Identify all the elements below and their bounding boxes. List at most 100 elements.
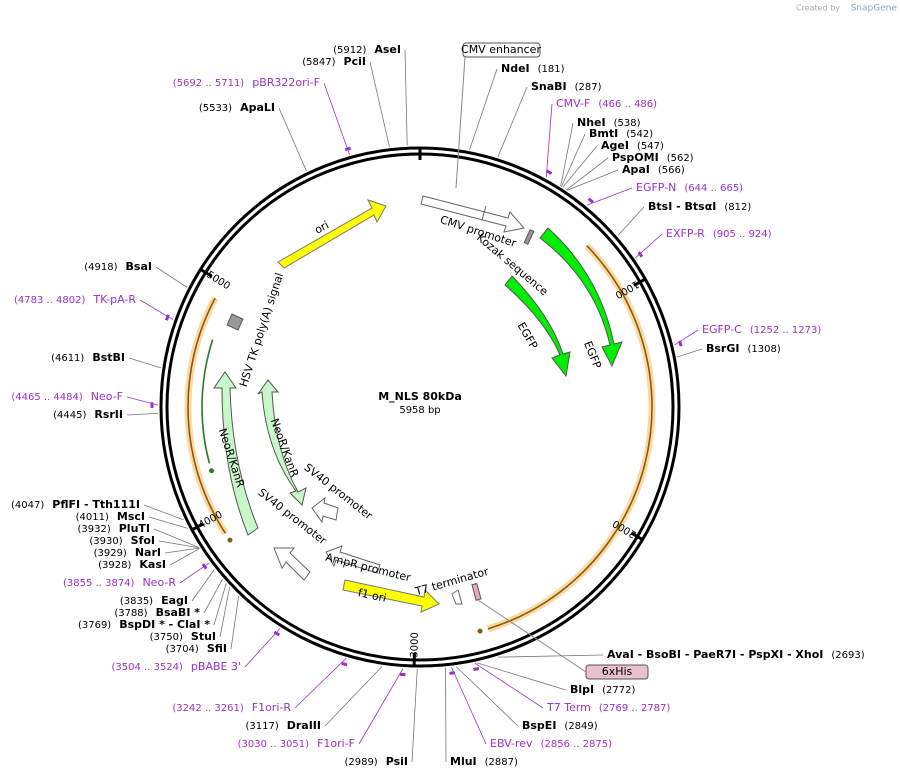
primers-position: (5692 .. 5711) xyxy=(173,78,245,89)
primers-position: (2769 .. 2787) xyxy=(599,703,671,714)
sites-label: SnaBI (287) xyxy=(531,80,602,93)
sites-position: (3788) xyxy=(114,608,147,619)
plasmid-size: 5958 bp xyxy=(399,405,440,416)
polya-mark xyxy=(226,313,244,331)
sites-label: (5912) AseI xyxy=(333,43,401,56)
primers-position: (644 .. 665) xyxy=(684,183,743,194)
primers-label: (5692 .. 5711) pBR322ori-F xyxy=(173,76,320,89)
sites-leader xyxy=(148,516,188,529)
scale-tick xyxy=(198,267,213,278)
sites-name: BlpI xyxy=(570,683,594,696)
sites-position: (5912) xyxy=(333,45,366,56)
sites-position: (538) xyxy=(614,118,641,129)
sites-label: BlpI (2772) xyxy=(570,683,635,696)
sites-position: (566) xyxy=(658,165,685,176)
primers-leader xyxy=(674,329,699,346)
sites-leader xyxy=(169,548,200,566)
sites-leader xyxy=(153,528,199,548)
primers-name: pBR322ori-F xyxy=(252,76,320,89)
primer-mark xyxy=(165,314,170,321)
sites-label: (3788) BsaBI * xyxy=(114,606,200,619)
sites-name: BsaI xyxy=(126,260,152,273)
primers-label: (3242 .. 3261) F1ori-R xyxy=(172,701,291,714)
his-tag-mark xyxy=(471,582,482,601)
feature-arc-head xyxy=(477,628,483,634)
feature-label: EGFP xyxy=(581,339,604,371)
primers-leader xyxy=(451,666,487,745)
sites-name: AseI xyxy=(374,43,401,56)
primers-name: EGFP-N xyxy=(636,181,676,194)
feature-label: AmpR promoter xyxy=(324,551,412,585)
feature-label: EGFP xyxy=(515,320,541,351)
primers-label: T7 Term (2769 .. 2787) xyxy=(546,701,670,714)
primers-label: (3855 .. 3874) Neo-R xyxy=(63,576,176,589)
primers-name: F1ori-F xyxy=(317,737,355,750)
primer-mark xyxy=(273,630,280,637)
sites-leader xyxy=(213,583,227,626)
sites-label: (3117) DraIII xyxy=(245,719,321,732)
primers-label: CMV-F (466 .. 486) xyxy=(556,97,657,110)
sites-label: (4047) PflFI - Tth111I xyxy=(11,498,140,511)
primers-position: (2856 .. 2875) xyxy=(541,739,613,750)
primers-name: T7 Term xyxy=(546,701,591,714)
sites-leader xyxy=(278,107,307,172)
sites-name: BsaBI * xyxy=(156,606,201,619)
sites-name: SfiI xyxy=(207,642,227,655)
feature-leader xyxy=(455,56,466,189)
sites-position: (3930) xyxy=(89,536,122,547)
sites-name: PluTI xyxy=(119,522,150,535)
sites-position: (5847) xyxy=(302,57,335,68)
sites-position: (3704) xyxy=(166,644,199,655)
scale-tick xyxy=(633,277,647,287)
sites-label: (5847) PciI xyxy=(302,55,366,68)
sites-position: (3750) xyxy=(150,632,183,643)
sites-position: (287) xyxy=(575,82,602,93)
primers-name: EBV-rev xyxy=(490,737,533,750)
primers-name: EGFP-C xyxy=(702,323,742,336)
sv40-outer-arrow xyxy=(273,547,311,581)
sites-label: BtsI - BtsαI (812) xyxy=(648,200,751,213)
sites-label: (3928) KasI xyxy=(98,558,166,571)
primer-mark xyxy=(449,671,456,675)
sites-label: (3704) SfiI xyxy=(166,642,227,655)
primers-name: Neo-R xyxy=(142,576,176,589)
sites-name: MluI xyxy=(450,755,477,768)
sites-name: KasI xyxy=(139,558,166,571)
sites-position: (4611) xyxy=(51,353,84,364)
feature-label: f1 ori xyxy=(357,586,388,605)
primers-label: EBV-rev (2856 .. 2875) xyxy=(490,737,612,750)
sites-label: (4011) MscI xyxy=(76,510,145,523)
primers-label: (4465 .. 4484) Neo-F xyxy=(11,390,123,403)
sites-label: (4445) RsrII xyxy=(53,408,123,421)
sites-name: BspEI xyxy=(522,719,556,732)
sites-leader xyxy=(219,586,231,638)
sites-leader xyxy=(677,348,703,358)
sites-label: (4611) BstBI xyxy=(51,351,125,364)
primers-leader xyxy=(358,668,404,745)
sites-label: BsrGI (1308) xyxy=(706,342,781,355)
sites-position: (4445) xyxy=(53,410,86,421)
sites-leader xyxy=(562,145,598,188)
primers-name: CMV-F xyxy=(556,97,590,110)
egfp-inner-arrow xyxy=(504,275,571,378)
sites-label: NheI (538) xyxy=(577,116,641,129)
sites-label: (4918) BsaI xyxy=(84,260,152,273)
feature-arc-head xyxy=(209,468,215,474)
primers-label: (3030 .. 3051) F1ori-F xyxy=(238,737,355,750)
feature-box xyxy=(462,42,541,58)
sites-name: BspDI * - ClaI * xyxy=(119,618,210,631)
primers-leader xyxy=(586,187,633,206)
primers-leader xyxy=(323,82,350,155)
sites-leader xyxy=(164,547,200,554)
sites-name: AgeI xyxy=(601,139,629,152)
sites-leader xyxy=(617,206,645,236)
sites-leader xyxy=(158,540,200,549)
sites-position: (4918) xyxy=(84,262,117,273)
sites-leader xyxy=(469,68,498,150)
sites-position: (2887) xyxy=(485,757,518,768)
feature-arc xyxy=(201,339,214,464)
sites-position: (1308) xyxy=(747,344,780,355)
sites-leader xyxy=(566,157,609,191)
primer-mark xyxy=(545,169,553,175)
sites-position: (2772) xyxy=(602,685,635,696)
